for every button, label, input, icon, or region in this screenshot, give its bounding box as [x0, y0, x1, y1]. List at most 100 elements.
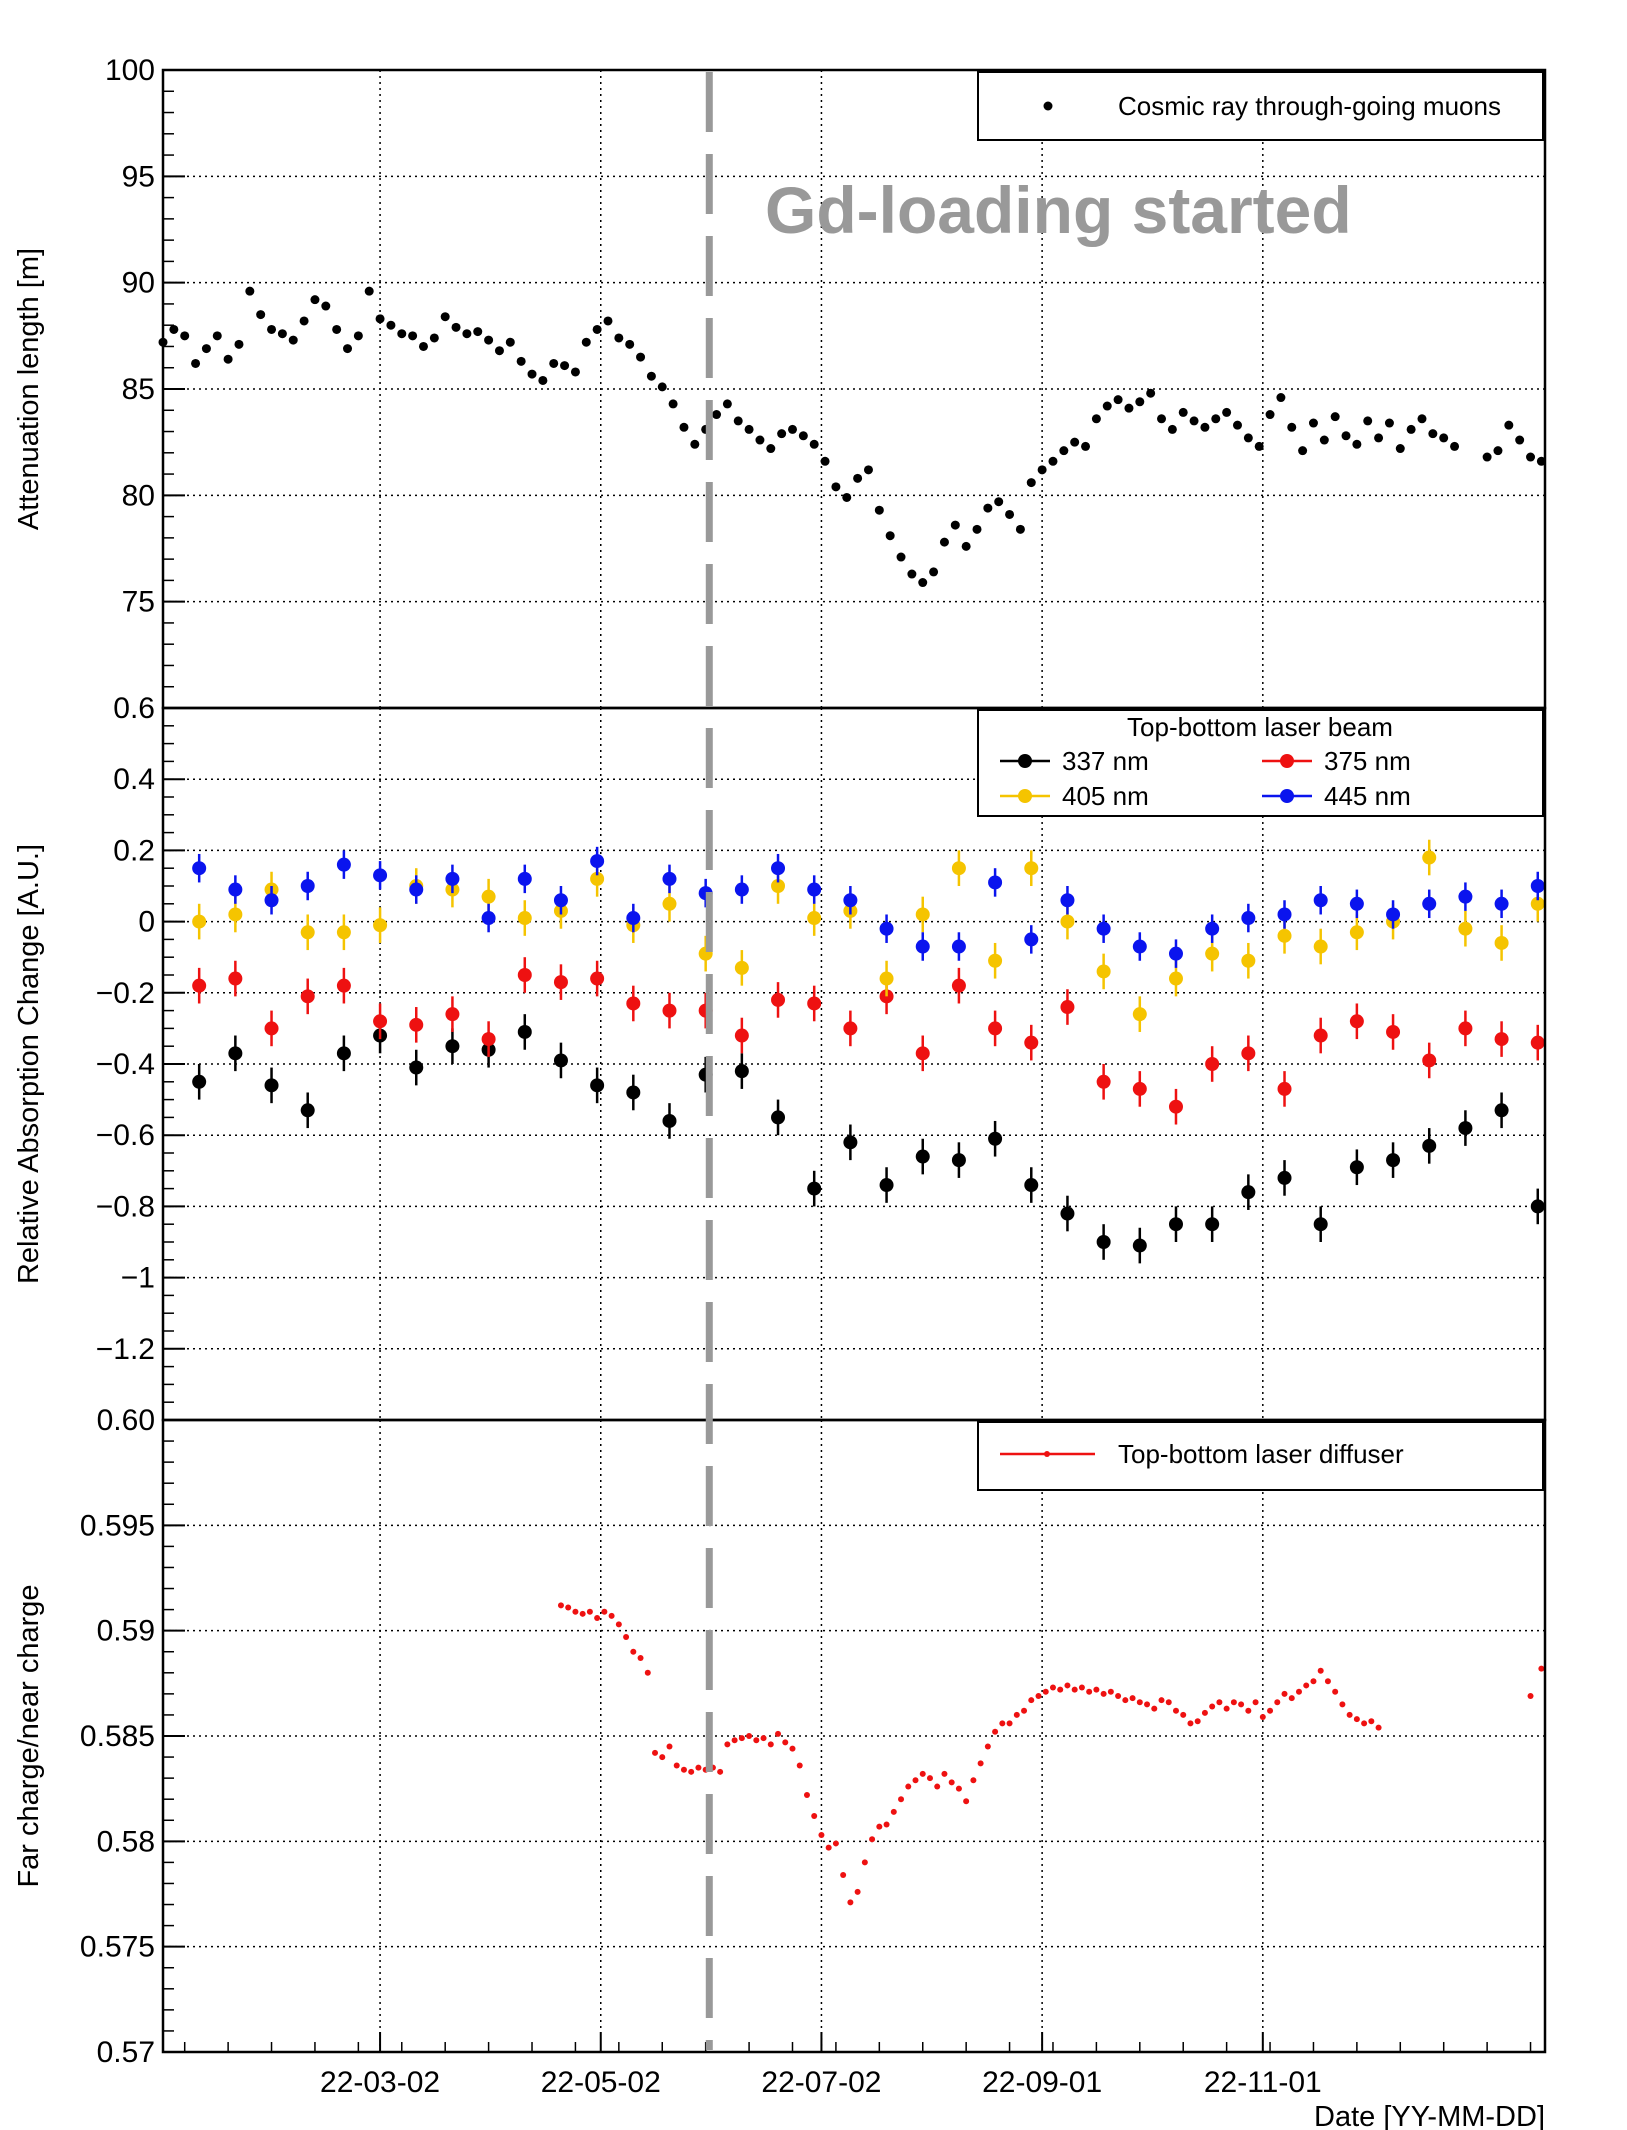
- data-point: [445, 1039, 460, 1054]
- data-point: [853, 473, 863, 483]
- data-point: [336, 925, 351, 940]
- data-point: [961, 541, 971, 551]
- data-point: [590, 871, 605, 886]
- data-point: [1346, 1711, 1353, 1718]
- data-point: [1151, 1705, 1158, 1712]
- data-point: [1132, 1081, 1147, 1096]
- data-point: [1374, 433, 1384, 443]
- data-point: [988, 1021, 1003, 1036]
- data-point: [264, 1021, 279, 1036]
- data-point: [915, 1149, 930, 1164]
- data-point: [825, 1844, 832, 1851]
- data-point: [637, 1655, 644, 1662]
- data-point: [191, 358, 201, 368]
- legend-marker: [1018, 754, 1032, 768]
- data-point: [1494, 1103, 1509, 1118]
- legend: Cosmic ray through-going muons: [977, 71, 1544, 141]
- data-point: [652, 1749, 659, 1756]
- data-point: [679, 422, 689, 432]
- data-point: [1013, 1711, 1020, 1718]
- data-point: [256, 310, 266, 320]
- legend-marker: [1280, 789, 1294, 803]
- data-point: [192, 1074, 207, 1089]
- data-point: [228, 907, 243, 922]
- data-point: [1458, 921, 1473, 936]
- data-point: [373, 1014, 388, 1029]
- data-point: [440, 312, 450, 322]
- data-point: [1349, 1160, 1364, 1175]
- data-point: [1222, 407, 1232, 417]
- data-point: [970, 1777, 977, 1784]
- data-point: [1252, 1699, 1259, 1706]
- data-point: [1313, 1028, 1328, 1043]
- y-tick-label: 0.58: [97, 1825, 155, 1858]
- y-tick-label: −0.8: [96, 1190, 155, 1223]
- data-point: [843, 893, 858, 908]
- data-point: [1422, 850, 1437, 865]
- legend-box: [977, 1421, 1544, 1491]
- data-point: [517, 1024, 532, 1039]
- data-point: [336, 1046, 351, 1061]
- data-point: [1187, 1720, 1194, 1727]
- data-point: [445, 1007, 460, 1022]
- legend-label: 405 nm: [1062, 781, 1149, 811]
- data-point: [549, 358, 559, 368]
- y-tick-label: 0.585: [80, 1720, 155, 1753]
- data-point: [321, 301, 331, 311]
- y-tick-label: −0.2: [96, 977, 155, 1010]
- y-tick-label: 100: [105, 54, 155, 87]
- data-point: [644, 1669, 651, 1676]
- data-point: [1241, 953, 1256, 968]
- data-point: [1349, 925, 1364, 940]
- data-point: [451, 322, 461, 332]
- data-point: [1527, 1692, 1534, 1699]
- legend-label: Top-bottom laser diffuser: [1118, 1439, 1404, 1469]
- data-point: [843, 1135, 858, 1150]
- data-point: [310, 295, 320, 305]
- data-point: [1494, 935, 1509, 950]
- data-point: [630, 1648, 637, 1655]
- data-point: [1450, 441, 1460, 451]
- data-point: [1324, 1678, 1331, 1685]
- data-point: [1024, 861, 1039, 876]
- data-point: [1026, 478, 1036, 488]
- data-point: [659, 1754, 666, 1761]
- data-point: [657, 382, 667, 392]
- data-point: [869, 1836, 876, 1843]
- data-point: [375, 314, 385, 324]
- data-point: [397, 329, 407, 339]
- data-point: [1494, 1032, 1509, 1047]
- data-point: [553, 975, 568, 990]
- data-point: [445, 871, 460, 886]
- data-point: [1081, 441, 1091, 451]
- legend-label: 375 nm: [1324, 746, 1411, 776]
- y-tick-label: −0.6: [96, 1119, 155, 1152]
- data-point: [505, 337, 515, 347]
- y-axis-title: Attenuation length [m]: [13, 248, 45, 530]
- panel-3: 0.60 0.595 0.59 0.585 0.58 0.575 0.57 Far charg…: [13, 1404, 1547, 2069]
- y-tick-label: 0.57: [97, 2036, 155, 2069]
- data-point: [1515, 435, 1525, 445]
- data-point: [626, 1085, 641, 1100]
- data-point: [744, 424, 754, 434]
- data-point: [1060, 914, 1075, 929]
- data-point: [1060, 1206, 1075, 1221]
- data-point: [615, 1621, 622, 1628]
- y-tick-label: −0.4: [96, 1048, 155, 1081]
- data-point: [636, 352, 646, 362]
- data-point: [353, 331, 363, 341]
- data-point: [234, 339, 244, 349]
- data-point: [929, 567, 939, 577]
- data-point: [300, 989, 315, 1004]
- data-point: [771, 992, 786, 1007]
- data-point: [517, 968, 532, 982]
- data-point: [601, 1608, 608, 1615]
- data-point: [807, 911, 822, 926]
- y-tick-label: 0.4: [113, 763, 155, 796]
- data-point: [212, 331, 222, 341]
- data-point: [1298, 446, 1308, 456]
- data-point: [409, 1017, 424, 1032]
- y-tick-label: −1: [121, 1262, 155, 1295]
- data-point: [796, 1762, 803, 1769]
- data-point: [1006, 1720, 1013, 1727]
